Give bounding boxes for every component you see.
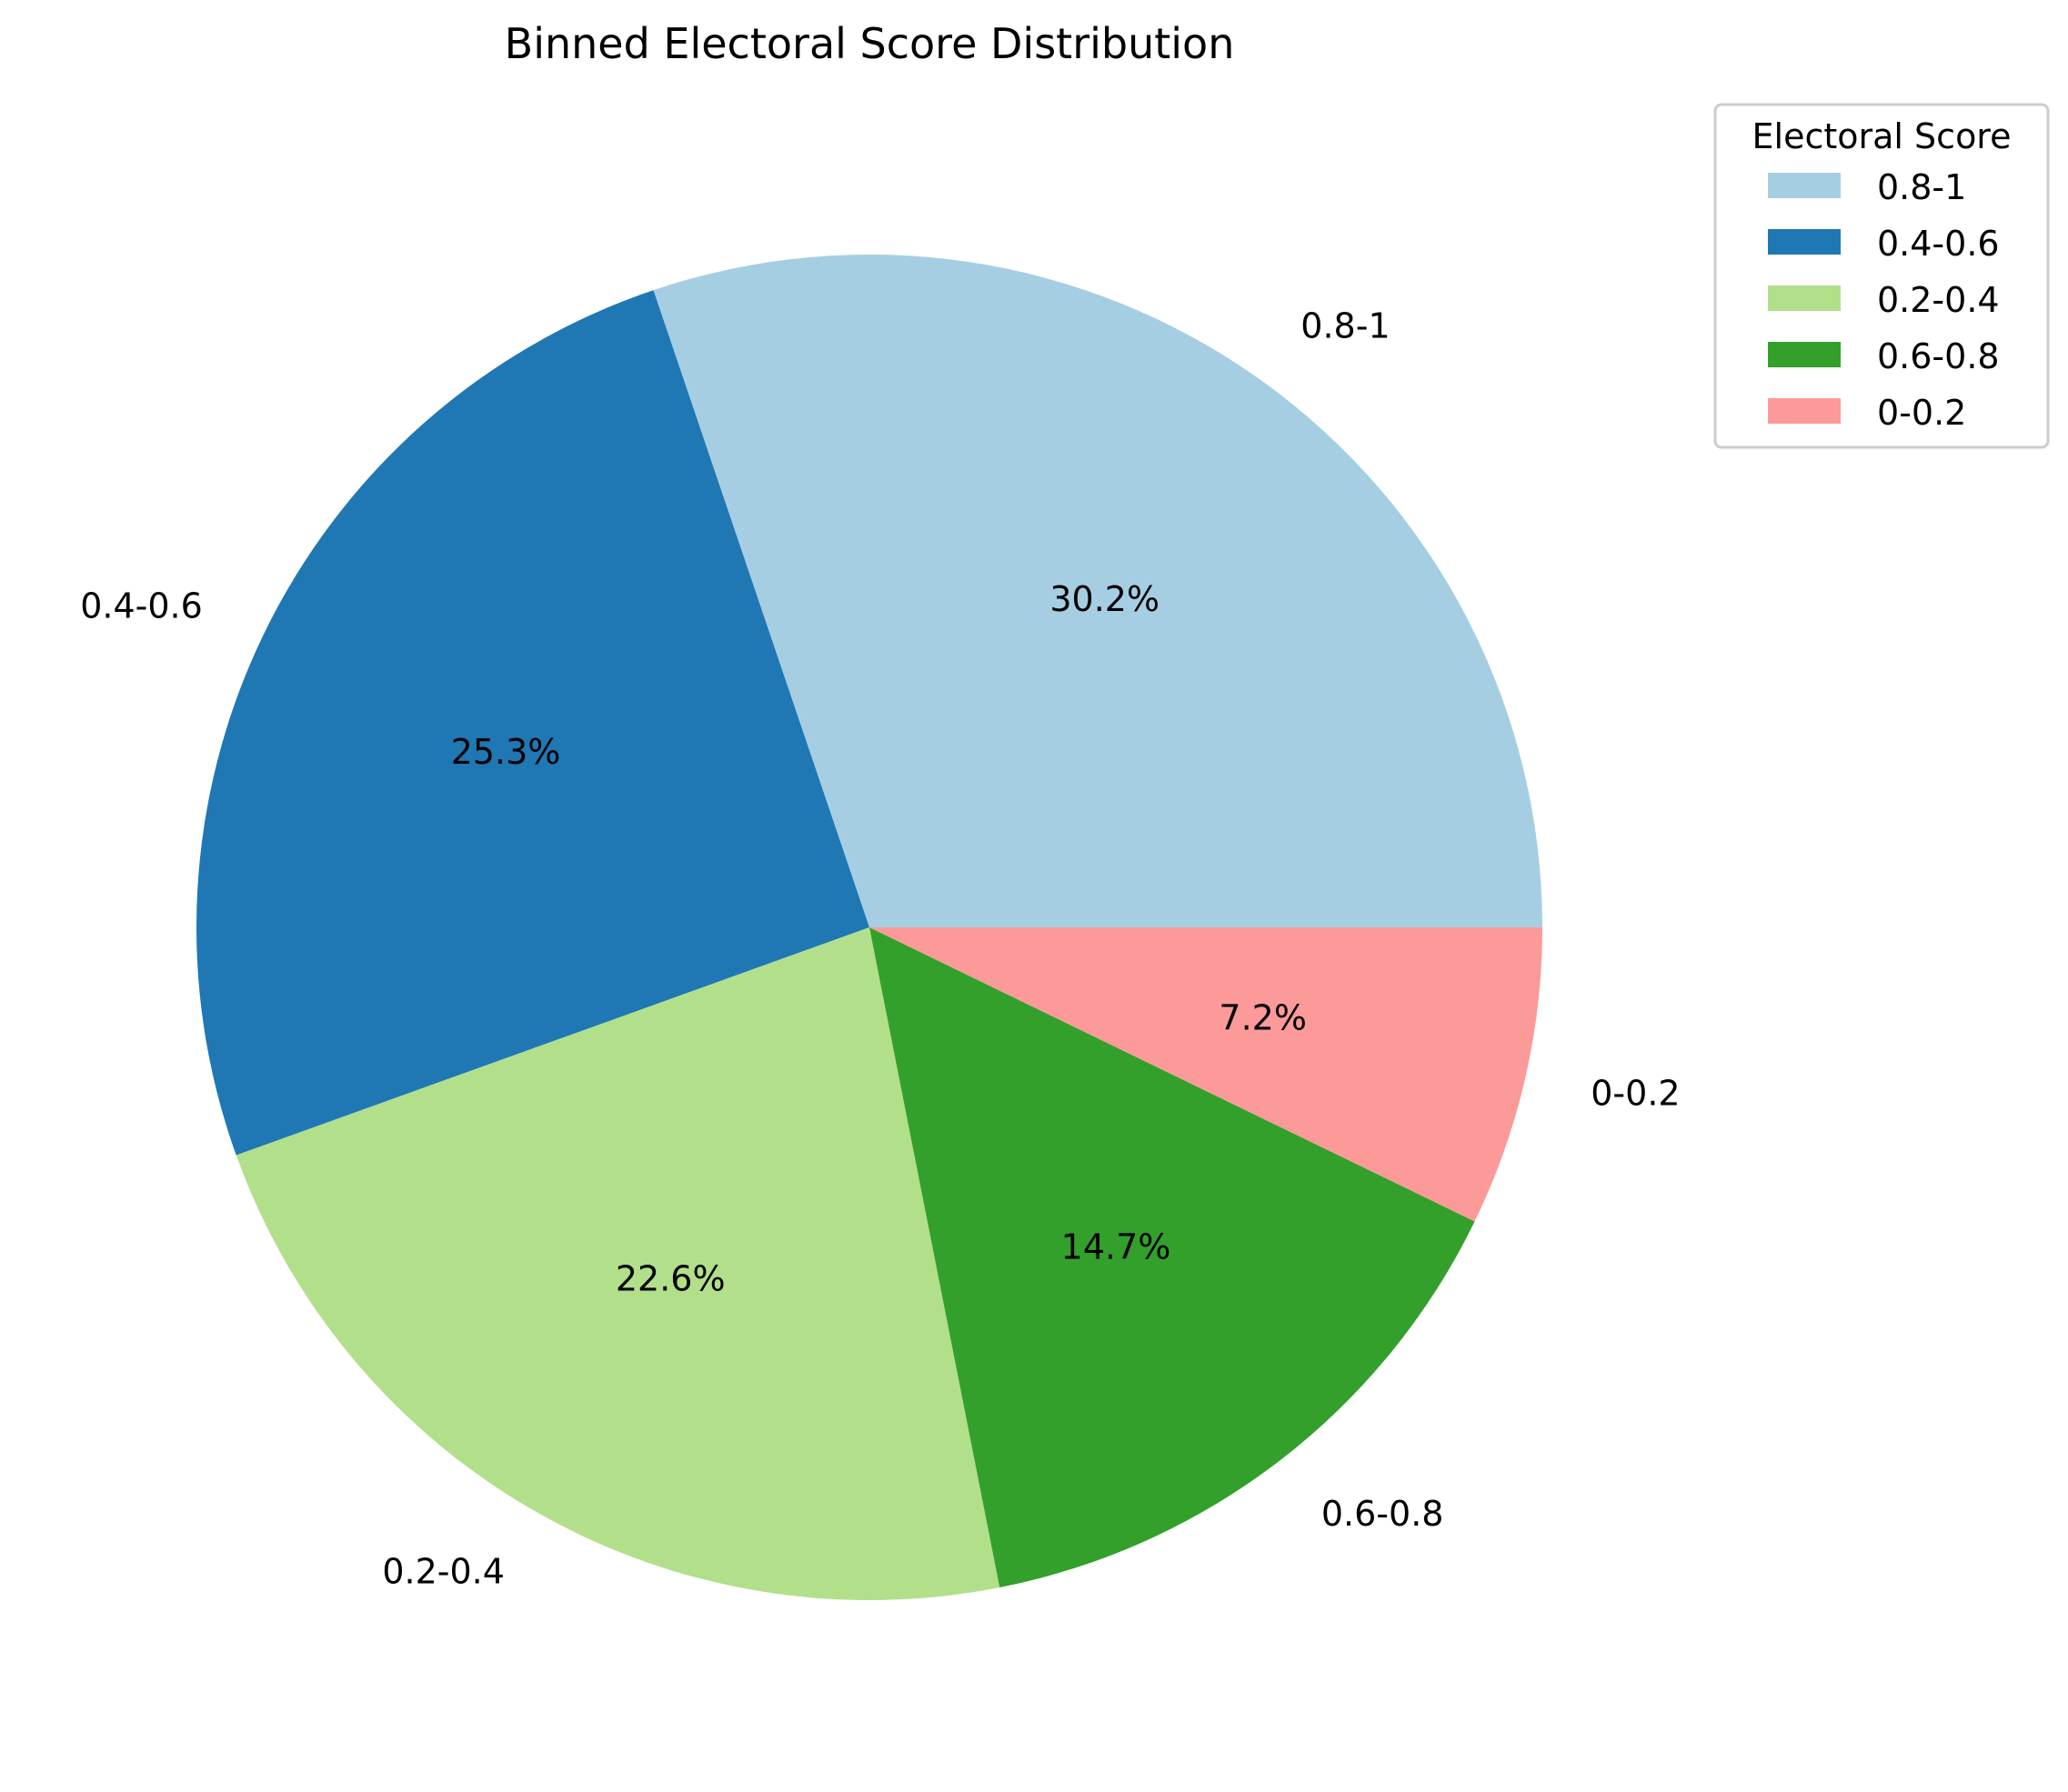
slice-value-label-0-4-0-6: 25.3% <box>451 732 561 772</box>
slice-value-label-0-0-2: 7.2% <box>1219 998 1307 1038</box>
legend-swatch-0-6-0-8 <box>1768 342 1841 367</box>
pie-slice-0-4-0-6 <box>196 290 869 1156</box>
legend-entries: 0.8-1 0.4-0.6 0.2-0.4 0.6-0.8 0-0.2 <box>1768 167 2000 433</box>
pie-slice-0-8-1 <box>653 254 1542 928</box>
slice-label-0-0-2: 0-0.2 <box>1591 1074 1680 1114</box>
pie-slice-0-0-2 <box>869 927 1542 1222</box>
pie-slice-0-6-0-8 <box>869 927 1475 1588</box>
legend: Electoral Score 0.8-1 0.4-0.6 0.2-0.4 0.6-0… <box>1713 103 2050 449</box>
slice-label-0-2-0-4: 0.2-0.4 <box>382 1551 505 1591</box>
legend-label-0-0-2: 0-0.2 <box>1877 393 1966 433</box>
slice-label-0-6-0-8: 0.6-0.8 <box>1321 1494 1444 1534</box>
legend-swatch-0-8-1 <box>1768 173 1841 198</box>
legend-label-0-6-0-8: 0.6-0.8 <box>1877 336 2000 376</box>
slice-value-label-0-6-0-8: 14.7% <box>1061 1227 1171 1267</box>
pie-labels: 0.8-1 30.2% 0.4-0.6 25.3% 0.2-0.4 22.6% 0.6-0.… <box>80 305 1680 1591</box>
pie-slice-0-2-0-4 <box>236 927 1000 1600</box>
legend-label-0-8-1: 0.8-1 <box>1877 167 1966 207</box>
legend-title: Electoral Score <box>1752 116 2012 156</box>
legend-swatch-0-0-2 <box>1768 398 1841 424</box>
slice-value-label-0-8-1: 30.2% <box>1049 579 1159 619</box>
slice-label-0-4-0-6: 0.4-0.6 <box>80 586 203 626</box>
slice-value-label-0-2-0-4: 22.6% <box>616 1258 726 1298</box>
legend-swatch-0-4-0-6 <box>1768 229 1841 255</box>
pie-slices <box>196 254 1542 1600</box>
legend-swatch-0-2-0-4 <box>1768 285 1841 311</box>
legend-label-0-4-0-6: 0.4-0.6 <box>1877 224 2000 264</box>
legend-label-0-2-0-4: 0.2-0.4 <box>1877 280 2000 320</box>
chart-title: Binned Electoral Score Distribution <box>505 19 1235 68</box>
slice-label-0-8-1: 0.8-1 <box>1300 305 1390 345</box>
